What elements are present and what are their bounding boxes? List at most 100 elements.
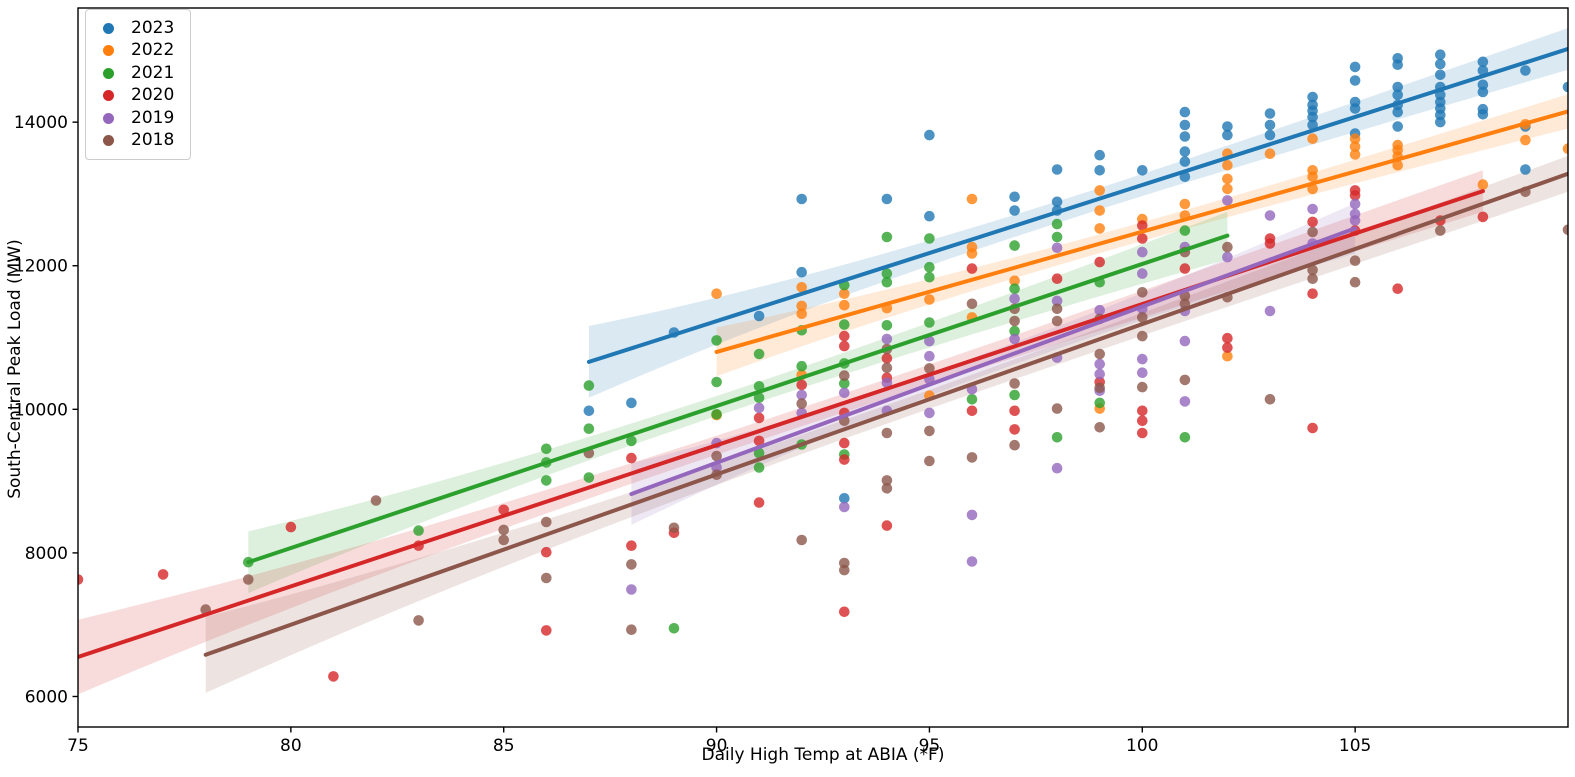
legend: 2023 2022 2021 2020 2019 2018: [85, 9, 192, 160]
scatter-point: [1051, 403, 1063, 414]
legend-item-2018: 2018: [97, 130, 174, 153]
scatter-point: [924, 350, 935, 362]
scatter-point: [1051, 462, 1063, 474]
scatter-point: [1094, 223, 1105, 234]
scatter-point: [1009, 389, 1020, 401]
scatter-point: [1009, 424, 1020, 435]
scatter-point: [1094, 256, 1105, 268]
scatter-point: [626, 452, 637, 464]
scatter-point: [285, 521, 297, 533]
scatter-point: [1222, 195, 1233, 206]
scatter-point: [1307, 216, 1318, 228]
scatter-point: [498, 534, 510, 546]
scatter-point: [796, 360, 807, 372]
scatter-point: [1264, 305, 1276, 317]
scatter-point: [1094, 205, 1105, 216]
scatter-point: [1222, 241, 1233, 253]
scatter-point: [1137, 268, 1148, 279]
scatter-point: [1222, 159, 1233, 171]
scatter-point: [1179, 263, 1191, 274]
scatter-point: [1051, 196, 1063, 208]
scatter-point: [1051, 303, 1063, 315]
scatter-point: [157, 569, 169, 580]
scatter-point: [1137, 405, 1148, 417]
scatter-point: [1051, 242, 1063, 254]
scatter-point: [881, 483, 893, 494]
legend-label: 2019: [131, 107, 175, 128]
scatter-point: [1051, 315, 1063, 327]
legend-marker-icon: [103, 90, 114, 102]
scatter-point: [1392, 89, 1403, 101]
scatter-point: [881, 377, 893, 389]
scatter-point: [839, 330, 850, 342]
scatter-point: [839, 564, 850, 576]
scatter-point: [1477, 56, 1489, 68]
scatter-point: [1009, 439, 1020, 451]
scatter-point: [1307, 288, 1318, 300]
scatter-point: [924, 233, 935, 244]
scatter-point: [881, 268, 893, 279]
scatter-point: [753, 392, 765, 404]
scatter-point: [1349, 198, 1361, 210]
regression-line-2019: [629, 226, 1358, 496]
scatter-point: [1094, 149, 1105, 161]
scatter-point: [626, 584, 637, 595]
scatter-point: [626, 435, 637, 447]
scatter-point: [796, 266, 807, 278]
scatter-point: [966, 193, 978, 205]
scatter-point: [1222, 342, 1233, 353]
y-tick-label: 10000: [14, 400, 68, 420]
scatter-point: [1264, 238, 1276, 249]
y-tick-label: 8000: [25, 544, 68, 564]
scatter-point: [966, 298, 978, 310]
x-tick-label: 85: [493, 736, 515, 756]
scatter-point: [1520, 134, 1531, 146]
legend-label: 2023: [131, 17, 175, 38]
scatter-point: [1179, 335, 1191, 347]
scatter-point: [1222, 183, 1233, 195]
scatter-point: [796, 282, 807, 293]
scatter-point: [966, 248, 978, 259]
scatter-point: [1477, 109, 1489, 120]
scatter-point: [1137, 427, 1148, 439]
scatter-point: [370, 495, 382, 506]
scatter-point: [1051, 218, 1063, 230]
plot-spines: [77, 7, 1569, 728]
scatter-point: [1094, 358, 1105, 370]
regression-line-2020: [78, 189, 1485, 659]
legend-label: 2020: [131, 85, 175, 106]
scatter-point: [1477, 211, 1489, 223]
scatter-point: [1137, 287, 1148, 298]
scatter-point: [1137, 353, 1148, 365]
scatter-point: [1222, 121, 1233, 132]
scatter-point: [541, 443, 552, 455]
scatter-point: [1392, 59, 1403, 70]
scatter-point: [966, 452, 978, 463]
scatter-point: [881, 320, 893, 331]
scatter-point: [1009, 283, 1020, 295]
scatter-point: [1307, 264, 1318, 276]
scatter-point: [1179, 131, 1191, 142]
scatter-point: [1349, 133, 1361, 144]
scatter-point: [966, 394, 978, 405]
scatter-point: [1520, 65, 1531, 76]
scatter-point: [1051, 295, 1063, 307]
scatter-point: [1051, 432, 1063, 443]
scatter-point: [753, 447, 765, 459]
scatter-point: [1349, 215, 1361, 226]
legend-label: 2021: [131, 62, 175, 83]
x-tick-label: 105: [1339, 736, 1371, 756]
scatter-point: [1222, 251, 1233, 263]
scatter-point: [1094, 368, 1105, 380]
scatter-point: [583, 380, 595, 391]
scatter-point: [881, 475, 893, 486]
legend-marker-icon: [103, 67, 114, 79]
scatter-point: [1349, 276, 1361, 288]
scatter-point: [1562, 143, 1568, 154]
scatter-point: [498, 504, 510, 516]
scatter-point: [1009, 333, 1020, 345]
scatter-point: [753, 462, 765, 473]
scatter-point: [924, 317, 935, 328]
scatter-point: [839, 493, 850, 504]
scatter-point: [839, 378, 850, 389]
